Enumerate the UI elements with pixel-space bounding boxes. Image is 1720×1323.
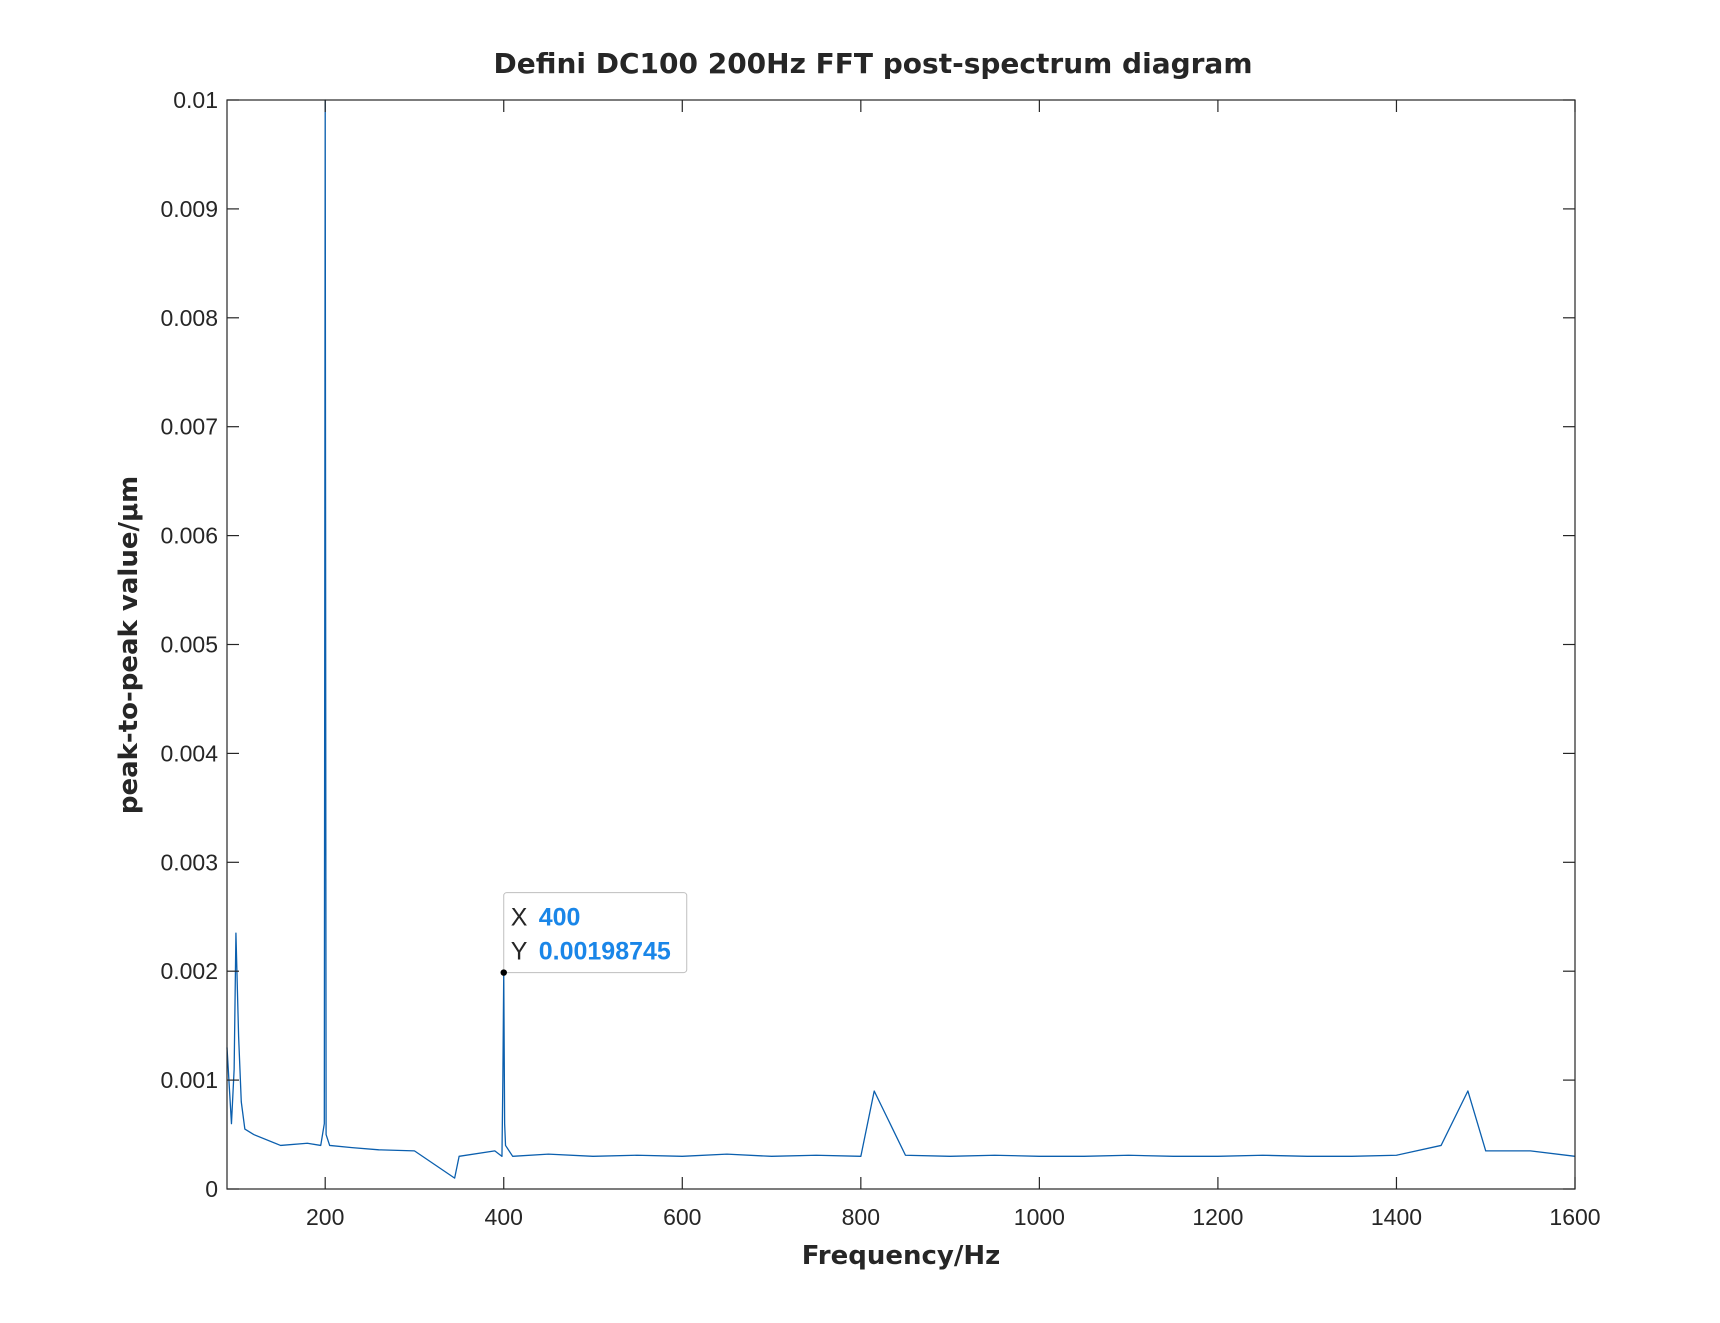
y-tick-label: 0.001: [160, 1067, 218, 1093]
x-tick-label: 1400: [1371, 1204, 1422, 1230]
datatip-marker[interactable]: [500, 969, 507, 976]
x-ticks: 200 400 600 800 1000 1200 1400 1600: [306, 100, 1601, 1230]
y-ticks: 0 0.001 0.002 0.003 0.004 0.005 0.006 0.007 0.00…: [160, 87, 1575, 1202]
x-tick-label: 1600: [1549, 1204, 1600, 1230]
x-tick-label: 1000: [1014, 1204, 1065, 1230]
axes-background: [227, 100, 1575, 1189]
datatip-box: [503, 892, 688, 974]
y-tick-label: 0.002: [160, 958, 218, 984]
y-axis-label: peak-to-peak value/μm: [114, 476, 144, 814]
x-tick-label: 600: [663, 1204, 701, 1230]
datatip-y-key: Y: [511, 938, 528, 966]
series-line-0: [226, 99, 1576, 1179]
y-tick-label: 0.005: [160, 632, 218, 658]
y-tick-label: 0.008: [160, 305, 218, 331]
y-tick-label: 0.01: [173, 87, 218, 113]
x-tick-label: 200: [306, 1204, 344, 1230]
datatip[interactable]: X 400 Y 0.00198745: [500, 892, 688, 976]
y-tick-label: 0.006: [160, 523, 218, 549]
chart-title: Defini DC100 200Hz FFT post-spectrum dia…: [493, 47, 1252, 80]
y-tick-label: 0.003: [160, 849, 218, 875]
datatip-x-key: X: [511, 904, 528, 932]
y-tick-label: 0.004: [160, 740, 218, 766]
x-tick-label: 1200: [1192, 1204, 1243, 1230]
series-group: [226, 99, 1576, 1179]
x-tick-label: 400: [485, 1204, 523, 1230]
x-axis-label: Frequency/Hz: [802, 1241, 1001, 1271]
y-tick-label: 0.009: [160, 196, 218, 222]
datatip-y-value: 0.00198745: [539, 938, 671, 966]
y-tick-label: 0: [205, 1176, 218, 1202]
plot-area: 200 400 600 800 1000 1200 1400 1600 0 0.001 0.002…: [160, 87, 1600, 1230]
y-tick-label: 0.007: [160, 414, 218, 440]
datatip-x-value: 400: [539, 904, 581, 932]
x-tick-label: 800: [842, 1204, 880, 1230]
